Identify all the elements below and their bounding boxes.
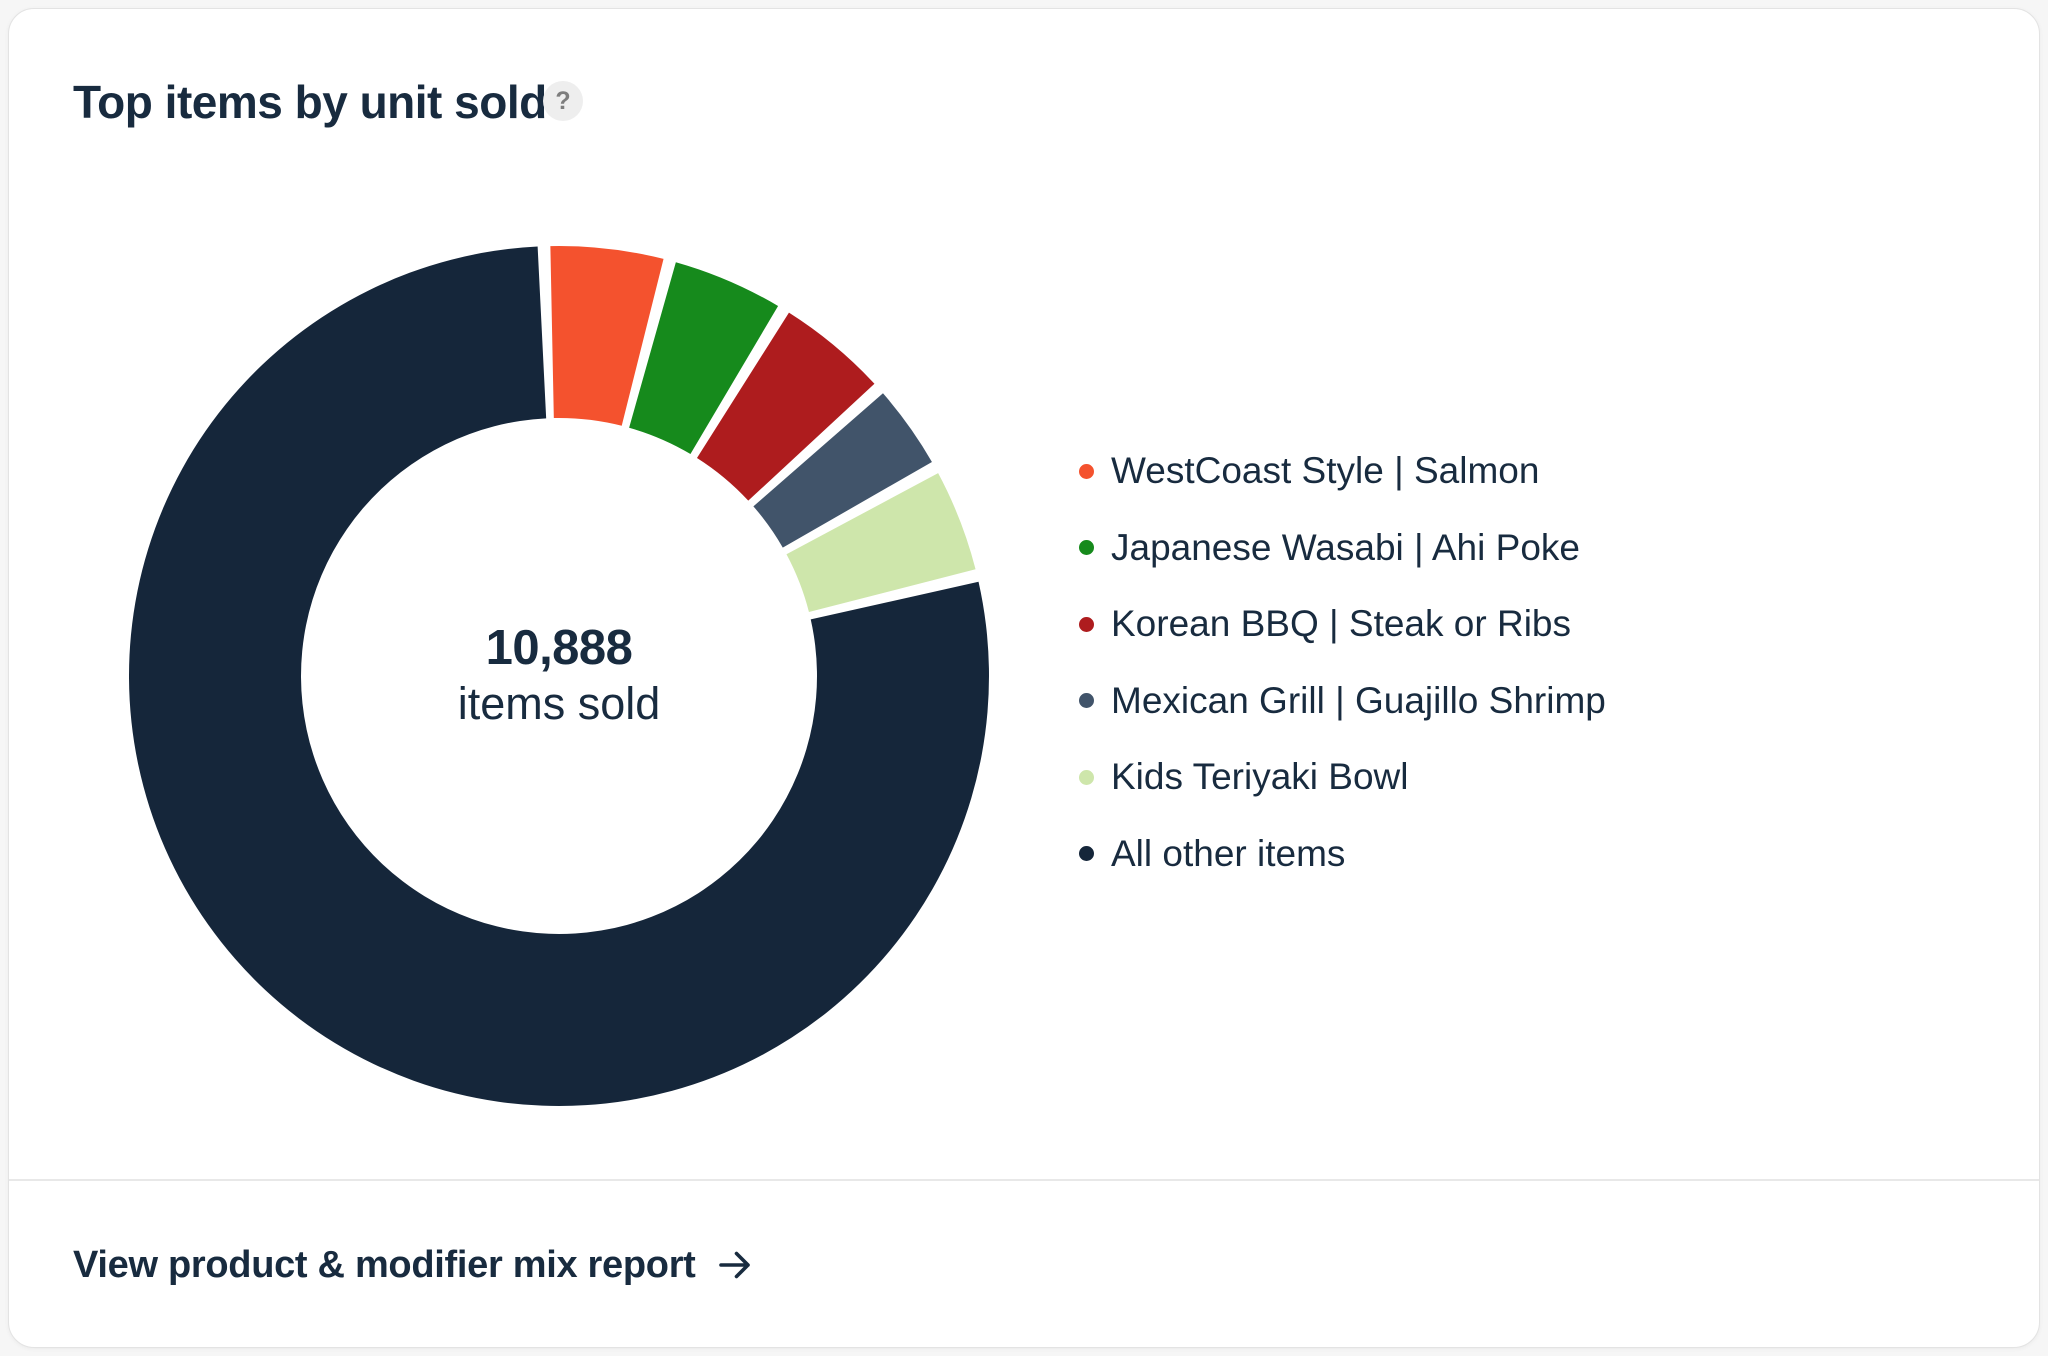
card-footer: View product & modifier mix report	[9, 1181, 2039, 1347]
legend-item-4: Kids Teriyaki Bowl	[1079, 739, 1606, 816]
view-report-label: View product & modifier mix report	[73, 1243, 696, 1286]
arrow-right-icon	[716, 1246, 754, 1284]
view-report-link[interactable]: View product & modifier mix report	[73, 1244, 754, 1287]
donut-segment-3	[753, 393, 932, 548]
donut-segment-2	[696, 312, 875, 501]
legend-swatch-icon	[1079, 693, 1094, 709]
legend-item-0: WestCoast Style | Salmon	[1079, 433, 1606, 510]
legend-label: Mexican Grill | Guajillo Shrimp	[1111, 679, 1606, 721]
legend-label: WestCoast Style | Salmon	[1111, 450, 1540, 492]
legend-swatch-icon	[1079, 540, 1094, 556]
legend-swatch-icon	[1079, 846, 1094, 862]
legend-swatch-icon	[1079, 463, 1094, 479]
legend-item-1: Japanese Wasabi | Ahi Poke	[1079, 510, 1606, 587]
card-divider	[9, 1179, 2039, 1181]
donut-segment-5	[129, 246, 989, 1106]
legend-swatch-icon	[1079, 616, 1094, 632]
legend-item-3: Mexican Grill | Guajillo Shrimp	[1079, 663, 1606, 740]
legend-label: All other items	[1111, 832, 1346, 874]
legend-label: Korean BBQ | Steak or Ribs	[1111, 603, 1571, 645]
legend-label: Japanese Wasabi | Ahi Poke	[1111, 526, 1580, 568]
legend-swatch-icon	[1079, 769, 1094, 785]
donut-segment-0	[550, 246, 664, 426]
donut-chart	[129, 246, 989, 1106]
legend-label: Kids Teriyaki Bowl	[1111, 756, 1409, 798]
donut-segment-1	[629, 262, 779, 454]
card-title: Top items by unit sold	[73, 76, 547, 128]
legend-item-5: All other items	[1079, 816, 1606, 893]
legend-item-2: Korean BBQ | Steak or Ribs	[1079, 586, 1606, 663]
top-items-card: Top items by unit sold ? 10,888 items so…	[8, 8, 2040, 1348]
chart-legend: WestCoast Style | Salmon Japanese Wasabi …	[1079, 433, 1606, 892]
help-icon[interactable]: ?	[543, 81, 583, 121]
donut-segment-4	[786, 473, 976, 612]
